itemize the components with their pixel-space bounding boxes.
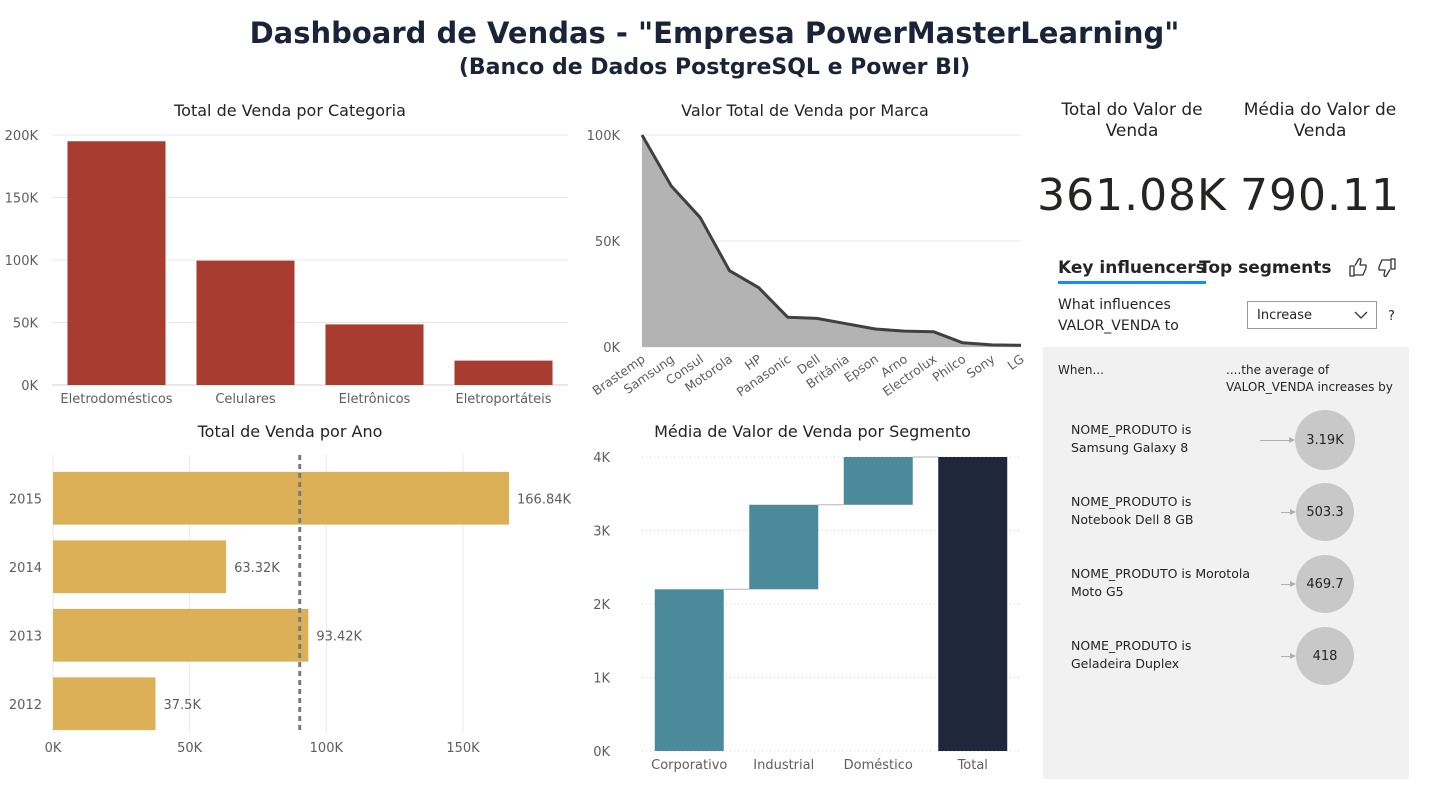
x-tick-label: Eletrodomésticos	[60, 392, 172, 407]
x-tick-label: Industrial	[753, 758, 814, 773]
y-tick-label: 2013	[9, 629, 42, 644]
chart-segmento-panel: Média de Valor de Venda por Segmento 0K 1…	[580, 415, 1030, 795]
data-label: 93.42K	[316, 629, 362, 644]
influencer-arrow-icon	[1281, 509, 1296, 515]
chart-categoria-panel: Total de Venda por Categoria 0K 50K 100K 15…	[0, 95, 580, 415]
y-tick-label: 2014	[9, 561, 42, 576]
y-tick-label: 2012	[9, 698, 42, 713]
y-tick-label: 1K	[593, 672, 610, 687]
x-tick-label: Total	[957, 758, 988, 773]
chart-ano-title: Total de Venda por Ano	[197, 422, 383, 441]
tab-top-segments[interactable]: Top segments	[1199, 258, 1332, 278]
x-tick-label: 100K	[310, 741, 344, 756]
influencer-condition[interactable]: NOME_PRODUTO is Geladeira Duplex	[1071, 638, 1192, 671]
influencer-direction-select[interactable]: Increase	[1247, 301, 1377, 329]
bar	[53, 677, 156, 731]
kpi-total-label: Total do Valor de Venda	[1061, 100, 1203, 141]
thumbs-down-icon[interactable]	[1375, 258, 1397, 278]
influencer-arrow-icon	[1281, 653, 1296, 659]
bar	[53, 540, 227, 594]
kpi-media-label: Média do Valor de Venda	[1243, 100, 1397, 141]
influencer-direction-value: Increase	[1257, 308, 1313, 323]
bar	[67, 141, 166, 385]
area-fill	[642, 135, 1021, 347]
data-label: 166.84K	[517, 492, 571, 507]
tab-key-influencers[interactable]: Key influencers	[1058, 258, 1206, 284]
data-label: 63.32K	[234, 561, 280, 576]
when-label: When...	[1058, 363, 1104, 377]
influencers-list-panel	[1043, 347, 1409, 779]
bar	[654, 589, 724, 751]
x-tick-label: Epson	[841, 351, 881, 385]
chart-segmento: 0K 1K 2K 3K 4K Corporativo Industrial Doméstico…	[593, 451, 1020, 773]
x-tick-label: Doméstico	[844, 758, 913, 773]
chart-categoria: 0K 50K 100K 150K 200K Eletrodomésticos Celular…	[5, 129, 568, 407]
influencer-value-bubble[interactable]: 469.7	[1296, 555, 1354, 613]
y-tick-label: 4K	[593, 451, 610, 466]
bar	[196, 260, 295, 385]
help-icon[interactable]: ?	[1388, 309, 1395, 324]
chart-ano: 0K 50K 100K 150K 2015 166.84K 2014 63.32K 2013 93…	[9, 455, 572, 756]
bar	[454, 360, 553, 385]
data-label: 37.5K	[164, 698, 202, 713]
bar	[938, 457, 1008, 751]
bar	[53, 471, 510, 525]
chart-marca-panel: Valor Total de Venda por Marca 0K 50K 100K…	[580, 95, 1030, 415]
x-tick-label: 0K	[45, 741, 62, 756]
x-tick-label: Sony	[964, 351, 998, 381]
thumbs-up-icon[interactable]	[1348, 257, 1370, 277]
chart-categoria-title: Total de Venda por Categoria	[174, 101, 406, 120]
y-tick-label: 2015	[9, 492, 42, 507]
x-tick-label: Philco	[930, 351, 969, 384]
bar	[325, 324, 424, 385]
influencer-value-bubble[interactable]: 3.19K	[1295, 410, 1355, 470]
influencer-question: What influences VALOR_VENDA to	[1058, 297, 1179, 334]
influencer-arrow-icon	[1260, 437, 1295, 443]
influencer-value-bubble[interactable]: 503.3	[1296, 483, 1354, 541]
influencer-condition[interactable]: NOME_PRODUTO is Morotola Moto G5	[1071, 566, 1250, 599]
dashboard-title: Dashboard de Vendas - "Empresa PowerMast…	[249, 16, 1180, 50]
chart-segmento-title: Média de Valor de Venda por Segmento	[654, 422, 971, 441]
y-tick-label: 0K	[593, 745, 610, 760]
x-tick-label: Eletrônicos	[339, 392, 411, 407]
x-tick-label: Corporativo	[651, 758, 727, 773]
x-tick-label: Panasonic	[734, 351, 794, 399]
y-tick-label: 100K	[587, 129, 621, 144]
y-tick-label: 3K	[593, 525, 610, 540]
dashboard-subtitle: (Banco de Dados PostgreSQL e Power BI)	[458, 55, 971, 80]
influencer-arrow-icon	[1281, 581, 1296, 587]
bar	[53, 608, 309, 662]
y-tick-label: 0K	[21, 379, 38, 394]
influencer-value-bubble[interactable]: 418	[1296, 627, 1354, 685]
y-tick-label: 100K	[5, 254, 39, 269]
x-tick-label: 50K	[177, 741, 203, 756]
bar	[843, 457, 913, 505]
kpi-media-value: 790.11	[1240, 170, 1400, 221]
y-tick-label: 50K	[595, 235, 621, 250]
y-tick-label: 150K	[5, 192, 39, 207]
x-tick-label: Celulares	[215, 392, 276, 407]
series-line	[640, 134, 1022, 347]
bar	[749, 504, 819, 590]
influencer-condition[interactable]: NOME_PRODUTO is Samsung Galaxy 8	[1071, 422, 1192, 455]
chevron-down-icon	[1354, 311, 1368, 319]
x-tick-label: LG	[1004, 351, 1026, 373]
y-tick-label: 2K	[593, 598, 610, 613]
chart-ano-panel: Total de Venda por Ano 0K 50K 100K 150K 2015…	[0, 415, 580, 795]
x-tick-label: 150K	[446, 741, 480, 756]
influencer-condition[interactable]: NOME_PRODUTO is Notebook Dell 8 GB	[1071, 494, 1194, 527]
average-label: ....the average of VALOR_VENDA increases…	[1226, 363, 1393, 394]
x-tick-label: Eletroportáteis	[455, 392, 551, 407]
y-tick-label: 0K	[603, 341, 620, 356]
chart-marca-title: Valor Total de Venda por Marca	[681, 101, 929, 120]
y-tick-label: 200K	[5, 129, 39, 144]
y-tick-label: 50K	[13, 317, 39, 332]
kpi-total-value: 361.08K	[1037, 170, 1227, 221]
